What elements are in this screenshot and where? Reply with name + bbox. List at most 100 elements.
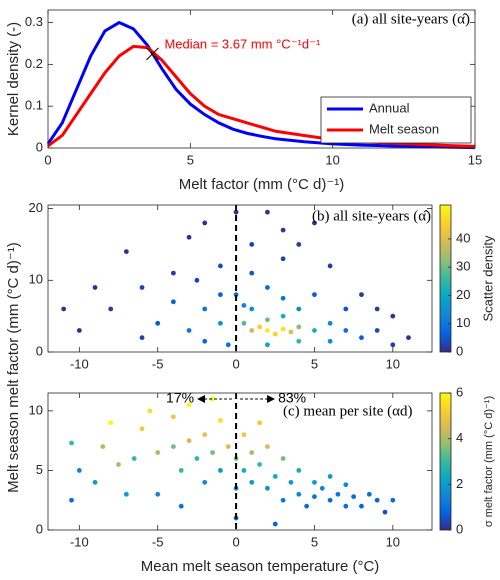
scatter-point	[249, 450, 255, 455]
scatter-point	[280, 326, 286, 332]
colorbar-tick-label: 10	[456, 315, 470, 330]
scatter-point	[139, 285, 145, 290]
y-tick-label: 10	[29, 402, 43, 417]
scatter-point	[359, 335, 364, 341]
scatter-point	[366, 491, 372, 497]
scatter-point	[170, 414, 176, 420]
scatter-point	[296, 242, 302, 247]
scatter-point	[272, 331, 278, 337]
scatter-point	[390, 497, 396, 503]
scatter-point	[296, 468, 302, 473]
scatter-point	[108, 306, 114, 312]
y-tick-label: 5	[36, 462, 43, 477]
scatter-point	[296, 338, 302, 344]
scatter-point	[390, 342, 396, 348]
colorbar-tick-label: 4	[456, 430, 463, 445]
colorbar-tick-label: 20	[456, 287, 470, 302]
scatter-point	[359, 292, 364, 298]
scatter-point	[257, 324, 262, 330]
scatter-point	[288, 329, 294, 335]
scatter-point	[147, 408, 153, 414]
scatter-point	[327, 497, 333, 503]
axes-frame	[47, 9, 476, 149]
scatter-point	[241, 320, 247, 326]
scatter-point	[202, 338, 208, 344]
scatter-point	[335, 491, 341, 497]
scatter-point	[116, 462, 121, 467]
scatter-point	[249, 479, 255, 485]
scatter-point	[69, 440, 74, 446]
share-label: 83%	[278, 390, 306, 406]
scatter-point	[178, 503, 184, 509]
scatter-point	[351, 494, 357, 500]
scatter-point	[218, 320, 223, 326]
scatter-point	[312, 292, 317, 298]
x-tick-label: -10	[70, 356, 89, 371]
scatter-point	[249, 328, 255, 333]
scatter-point	[155, 491, 161, 497]
scatter-point	[280, 456, 286, 461]
scatter-point	[131, 456, 137, 461]
scatter-point	[265, 342, 270, 348]
scatter-point	[194, 277, 200, 283]
scatter-point	[92, 479, 98, 485]
x-tick-label: 5	[311, 356, 318, 371]
scatter-point	[265, 444, 270, 450]
scatter-point	[249, 242, 255, 247]
colorbar	[439, 392, 452, 531]
scatter-point	[108, 420, 114, 426]
scatter-point	[390, 313, 396, 319]
y-tick-label: 10	[29, 272, 43, 287]
scatter-point	[202, 479, 208, 485]
colorbar	[439, 204, 452, 353]
scatter-point	[374, 497, 380, 503]
x-tick-label: 5	[187, 152, 194, 167]
scatter-point	[218, 418, 223, 423]
scatter-point	[202, 432, 208, 438]
scatter-point	[280, 295, 286, 301]
scatter-point	[155, 450, 161, 455]
legend-box	[320, 96, 472, 144]
scatter-point	[123, 249, 129, 255]
panel-label: (b) all site-years (α̂)	[312, 208, 431, 224]
scatter-point	[343, 306, 349, 312]
y-axis-label: Kernel density (-)	[5, 22, 22, 136]
median-label: Median = 3.67 mm °C⁻¹d⁻¹	[164, 36, 321, 51]
median-marker	[146, 47, 159, 61]
scatter-point	[241, 468, 247, 473]
scatter-point	[170, 299, 176, 305]
scatter-point	[186, 234, 192, 240]
x-tick-label: -10	[70, 534, 89, 549]
scatter-point	[194, 456, 200, 461]
scatter-point	[225, 444, 231, 450]
colorbar-tick-label: 6	[456, 384, 463, 399]
y-tick-label: 0.1	[25, 98, 43, 113]
x-tick-label: 0	[44, 152, 51, 167]
axes-frame	[47, 392, 433, 531]
scatter-point	[249, 270, 255, 276]
scatter-point	[359, 503, 364, 509]
density-line	[46, 20, 476, 150]
scatter-point	[76, 468, 82, 473]
scatter-point	[76, 328, 82, 333]
scatter-point	[265, 285, 270, 290]
scatter-point	[210, 396, 215, 402]
scatter-point	[233, 209, 239, 215]
y-tick-label: 0.3	[25, 14, 43, 29]
panel-label: (c) mean per site (αd)	[283, 403, 412, 419]
colorbar-tick-label: 2	[456, 476, 463, 491]
y-tick-label: 0	[36, 139, 43, 154]
colorbar-tick-label: 40	[456, 230, 470, 245]
scatter-point	[202, 220, 208, 226]
x-tick-label: -5	[152, 534, 164, 549]
scatter-point	[123, 491, 129, 497]
scatter-point	[241, 302, 247, 308]
colorbar-tick-label: 0	[456, 521, 463, 536]
scatter-point	[319, 485, 325, 491]
scatter-point	[186, 328, 192, 333]
scatter-point	[312, 220, 317, 226]
scatter-point	[218, 263, 223, 269]
scatter-point	[296, 491, 302, 497]
x-tick-label: -5	[152, 356, 164, 371]
